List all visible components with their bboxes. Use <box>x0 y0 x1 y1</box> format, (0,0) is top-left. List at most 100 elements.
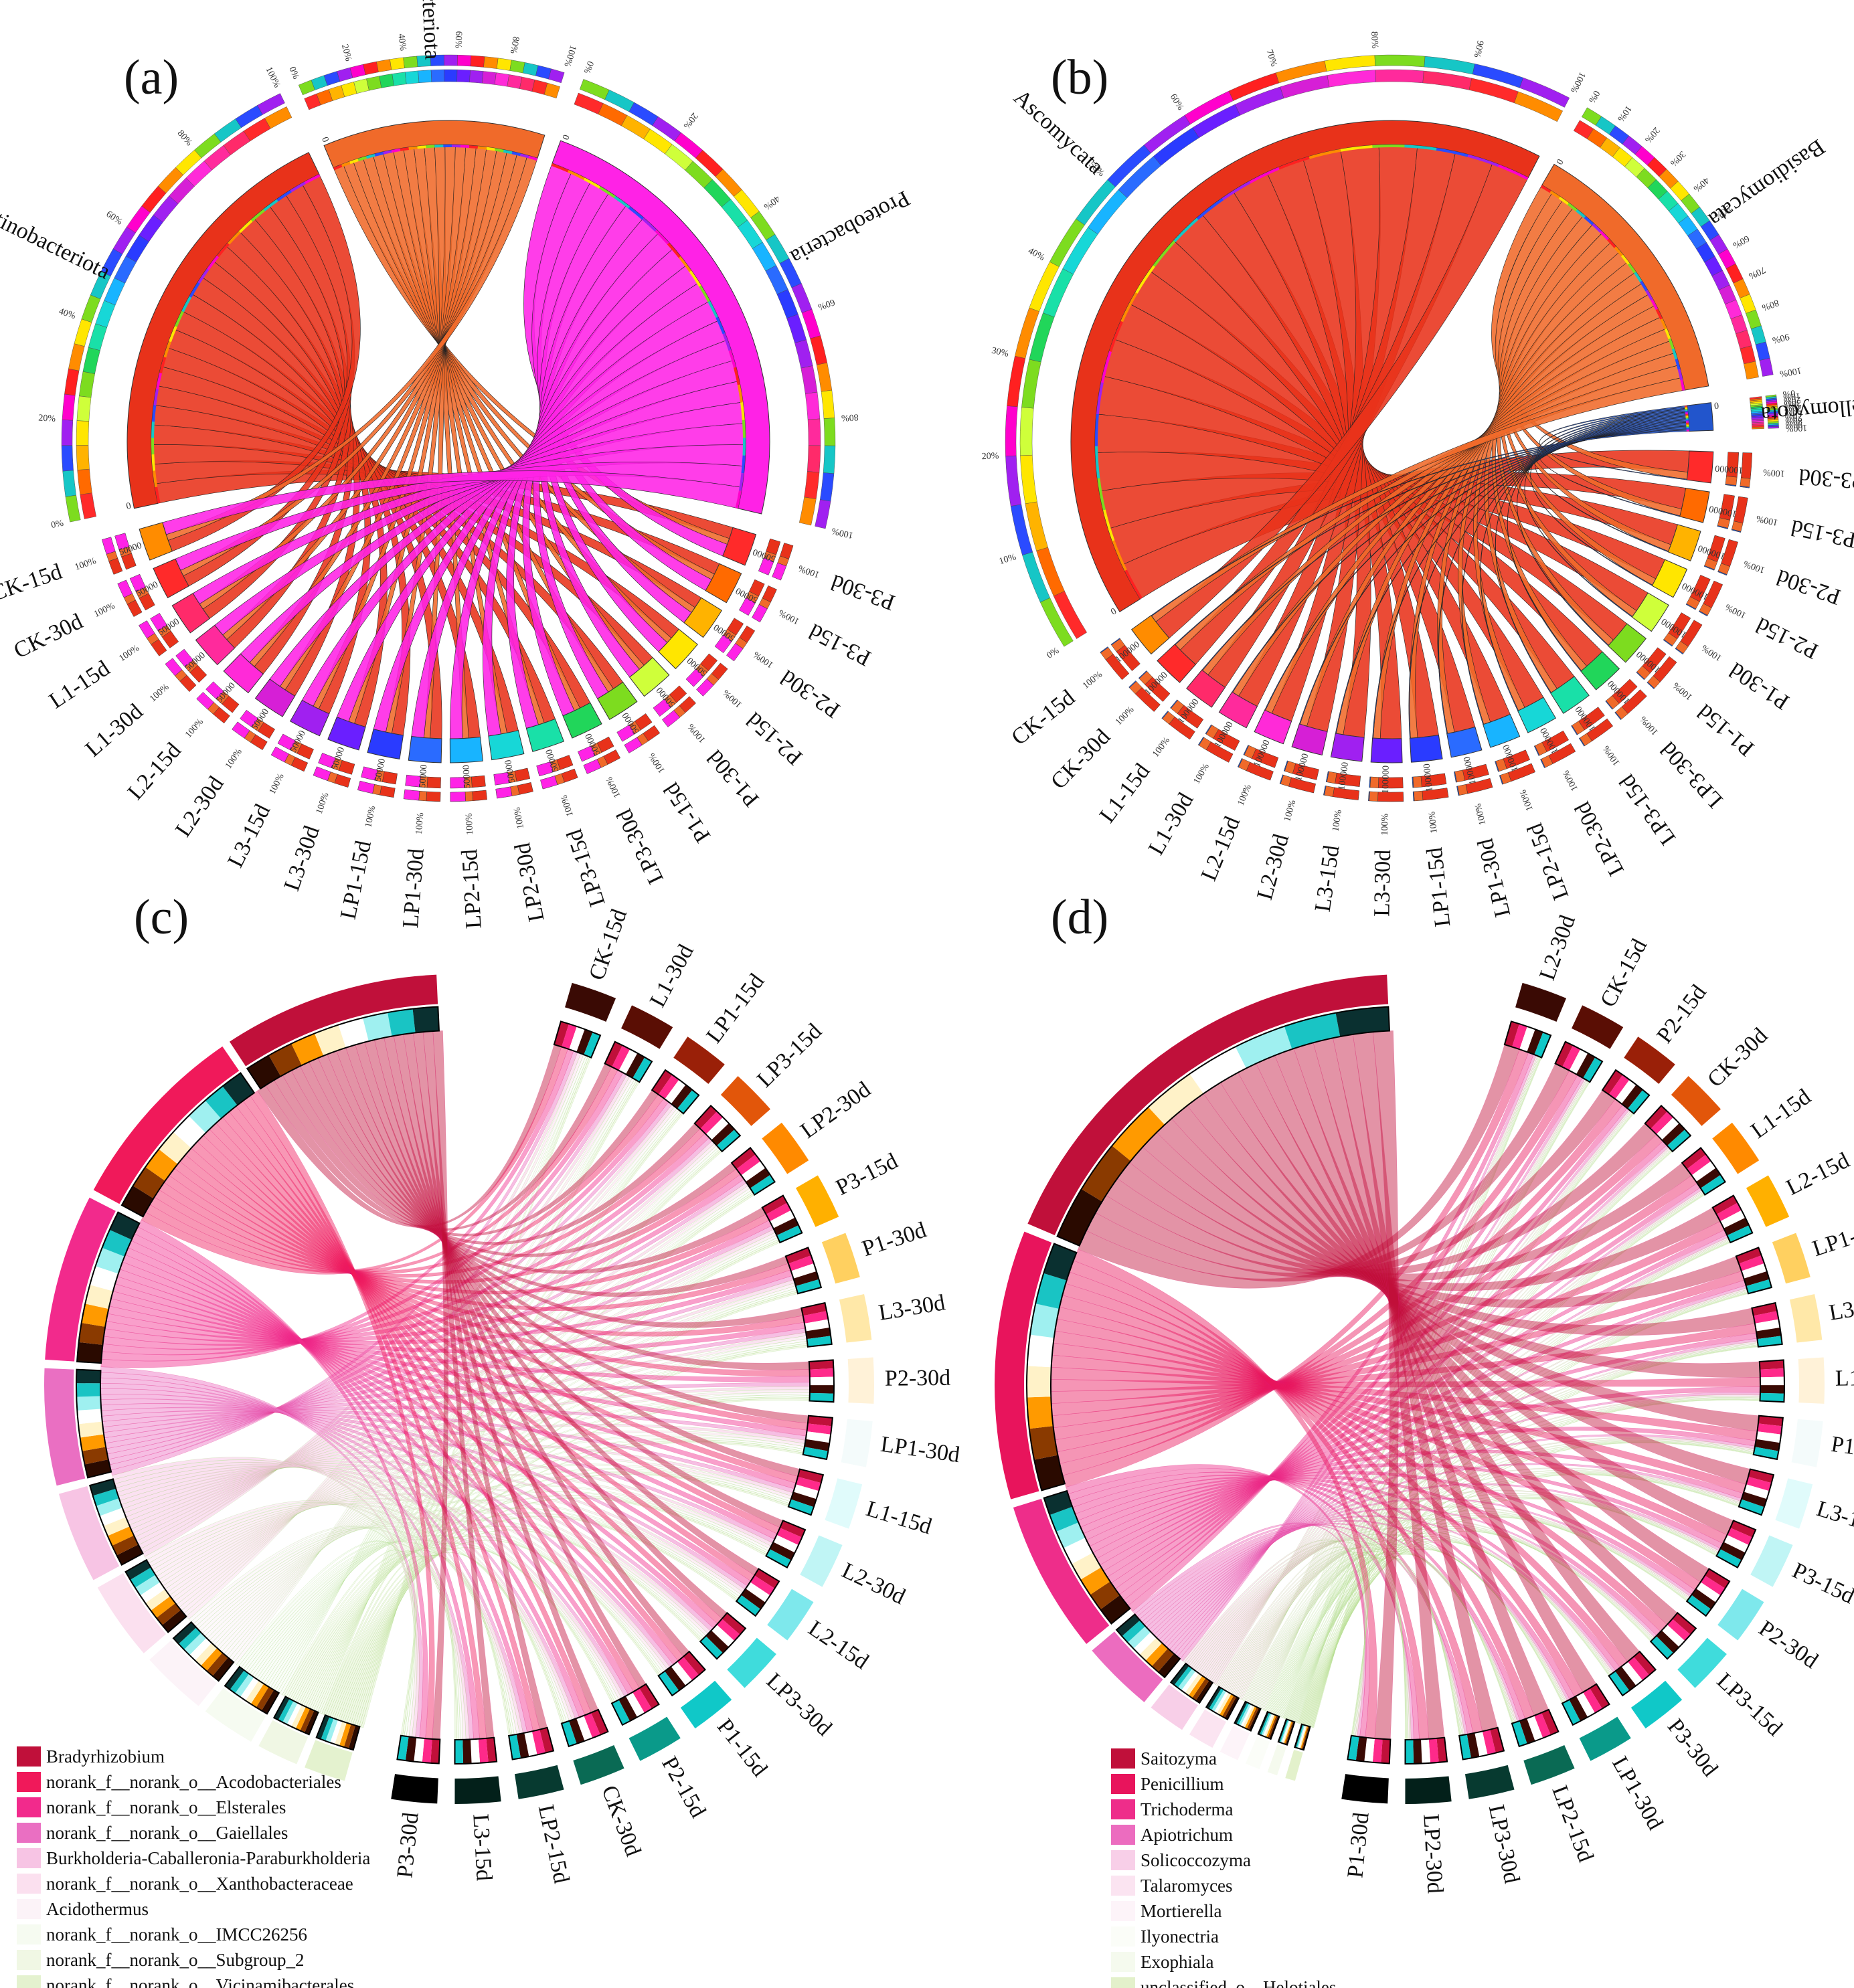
sample-stack-outer-l3-30d <box>1368 791 1370 802</box>
sample-inner-p3-15d <box>1716 1548 1742 1568</box>
sample-stack-outer-lp3-15d <box>540 776 558 790</box>
sample-inner-ck-30d <box>561 1720 577 1746</box>
group-inner-band-actinobacteriota <box>151 421 155 438</box>
group-percent-bar-outer-acidobacteriota <box>548 68 565 84</box>
taxon-arc-saitozyma <box>1027 974 1389 1236</box>
sample-arc-l2-15d <box>223 653 264 694</box>
group-percent-bar-outer-actinobacteriota <box>74 319 92 347</box>
legend-label-talaromyces: Talaromyces <box>1141 1876 1233 1896</box>
sample-inner-l3-30d <box>807 1336 832 1347</box>
taxon-gradient-norank-f-norank-o-elsterales <box>102 1229 132 1257</box>
sample-arc-ck-30d <box>1671 1076 1721 1126</box>
taxon-gradient-apiotrichum <box>1116 1614 1141 1637</box>
sample-stack-outer-lp1-30d <box>403 789 420 801</box>
group-percent-bar-proteobacteria <box>794 339 813 369</box>
group-pct-tick-acidobacteriota: 80% <box>508 35 521 54</box>
sample-stack-outer-lp2-30d <box>517 782 533 795</box>
group-inner-band-actinobacteriota <box>156 373 162 389</box>
sample-inner-p3-30d <box>414 1737 424 1763</box>
group-percent-bar-outer-acidobacteriota <box>522 62 539 76</box>
group-percent-bar-outer-mortierellomycota <box>1768 426 1779 429</box>
group-percent-bar-outer-acidobacteriota <box>363 61 379 76</box>
taxon-frame-norank-f-norank-o-vicinamibacterales <box>315 1714 361 1751</box>
group-inner-band-acidobacteriota <box>477 146 487 150</box>
legend-swatch-bradyrhizobium <box>17 1746 41 1767</box>
sample-label-l1-15d: L1-15d <box>1746 1085 1815 1144</box>
sample-frame-l1-30d <box>604 1041 653 1083</box>
group-inner-band-actinobacteriota <box>153 389 159 405</box>
sample-inner-l3-30d <box>1756 1327 1782 1340</box>
taxon-gradient-talaromyces <box>1219 1694 1234 1717</box>
sample-stack-l1-15d <box>150 612 167 632</box>
sample-stack-lp2-15d <box>1495 761 1499 772</box>
group-axis-tick-proteobacteria: 0 <box>560 133 571 141</box>
taxon-gradient-norank-f-norank-o-acodobacteriales <box>133 1167 165 1199</box>
sample-arc-lp2-15d <box>449 736 483 763</box>
taxon-frame-talaromyces <box>1205 1686 1240 1720</box>
taxon-gradient-exophiala <box>1282 1720 1292 1744</box>
sample-stack-outer-p3-30d <box>1740 485 1750 488</box>
sample-pct-tick-lp1-15d: 100% <box>363 805 377 828</box>
group-pct-tick-basidiomycata: 0% <box>1586 88 1602 104</box>
taxon-gradient-bradyrhizobium <box>314 1024 346 1056</box>
taxon-frame-burkholderia-caballeronia-paraburkholderia <box>88 1478 144 1566</box>
group-inner-band-acidobacteriota <box>486 147 495 151</box>
sample-inner-p1-15d <box>683 1651 705 1676</box>
taxon-gradient-norank-f-norank-o-gaiellales <box>76 1383 101 1397</box>
sample-inner-l2-15d <box>741 1589 766 1609</box>
taxon-arc-norank-f-norank-o-gaiellales <box>44 1368 86 1486</box>
group-inner-band-mortierellomycota <box>1685 412 1688 414</box>
sample-inner-lp2-30d <box>1405 1739 1414 1765</box>
taxon-gradient-apiotrichum <box>1145 1643 1168 1667</box>
taxon-gradient-talaromyces <box>1216 1692 1232 1715</box>
sample-inner-l3-30d <box>1757 1336 1782 1347</box>
sample-frame-p2-15d <box>1601 1069 1651 1115</box>
legend-label-saitozyma: Saitozyma <box>1141 1748 1217 1769</box>
group-inner-band-proteobacteria <box>655 230 669 245</box>
sample-arc-lp1-15d <box>1409 734 1443 763</box>
group-percent-bar-outer-proteobacteria <box>810 335 828 365</box>
sample-stack-outer-p1-30d <box>662 710 681 727</box>
taxon-gradient-norank-f-norank-o-gaiellales <box>77 1409 102 1425</box>
sample-pct-tick-lp2-30d: 100% <box>1561 768 1580 792</box>
group-inner-band-actinobacteriota <box>153 470 158 488</box>
sample-label-l1-30d: L1-30d <box>645 941 699 1012</box>
sample-inner-lp3-15d <box>1667 1619 1691 1641</box>
sample-inner-l2-30d <box>1534 1032 1551 1058</box>
sample-frame-lp1-15d <box>1735 1247 1773 1295</box>
taxon-gradient-trichoderma <box>1049 1506 1079 1532</box>
taxon-gradient-solicoccozyma <box>1195 1680 1213 1703</box>
sample-arc-l1-15d <box>1186 669 1226 708</box>
taxon-gradient-norank-f-norank-o-imcc26256 <box>224 1666 244 1690</box>
sample-inner-l1-15d <box>790 1492 817 1508</box>
taxon-arc-norank-f-norank-o-subgroup-2 <box>258 1720 309 1765</box>
sample-inner-l2-30d <box>1519 1026 1535 1052</box>
sample-arc-lp1-15d <box>367 729 404 759</box>
sample-inner-lp1-30d <box>807 1423 832 1435</box>
sample-label-p2-30d: P2-30d <box>885 1366 951 1391</box>
sample-frame-lp1-30d <box>1561 1683 1610 1726</box>
legend-swatch-penicillium <box>1111 1774 1135 1794</box>
taxon-gradient-exophiala <box>1280 1720 1290 1743</box>
sample-inner-l1-15d <box>798 1469 823 1483</box>
sample-inner-lp1-30d <box>807 1415 833 1427</box>
sample-frame-ck-30d <box>1644 1104 1692 1153</box>
taxon-frame-apiotrichum <box>1115 1613 1181 1679</box>
sample-inner-l1-30d <box>1760 1368 1784 1378</box>
group-percent-bar-outer-actinobacteriota <box>61 420 74 446</box>
taxon-gradient-norank-f-norank-o-xanthobacteraceae <box>130 1567 156 1588</box>
sample-arc-lp2-30d <box>762 1122 809 1174</box>
taxon-gradient-unclassified-o-helotiales <box>1296 1724 1305 1748</box>
sample-arc-ck-15d <box>1572 1005 1624 1049</box>
taxon-frame-unclassified-o-helotiales <box>1294 1723 1311 1751</box>
group-percent-bar-actinobacteriota <box>95 300 116 328</box>
legend-swatch-norank-f-norank-o-imcc26256 <box>17 1924 41 1945</box>
sample-inner-lp3-15d <box>705 1117 729 1140</box>
sample-label-l2-15d: L2-15d <box>1782 1148 1853 1200</box>
group-inner-band-actinobacteriota <box>304 174 321 185</box>
legend-label-acidothermus: Acidothermus <box>46 1899 149 1919</box>
sample-inner-p3-15d <box>770 1210 795 1229</box>
sample-label-lp2-30d: LP2-30d <box>796 1077 875 1143</box>
group-inner-band-actinobacteriota <box>159 357 167 373</box>
sample-inner-lp3-30d <box>700 1635 724 1659</box>
